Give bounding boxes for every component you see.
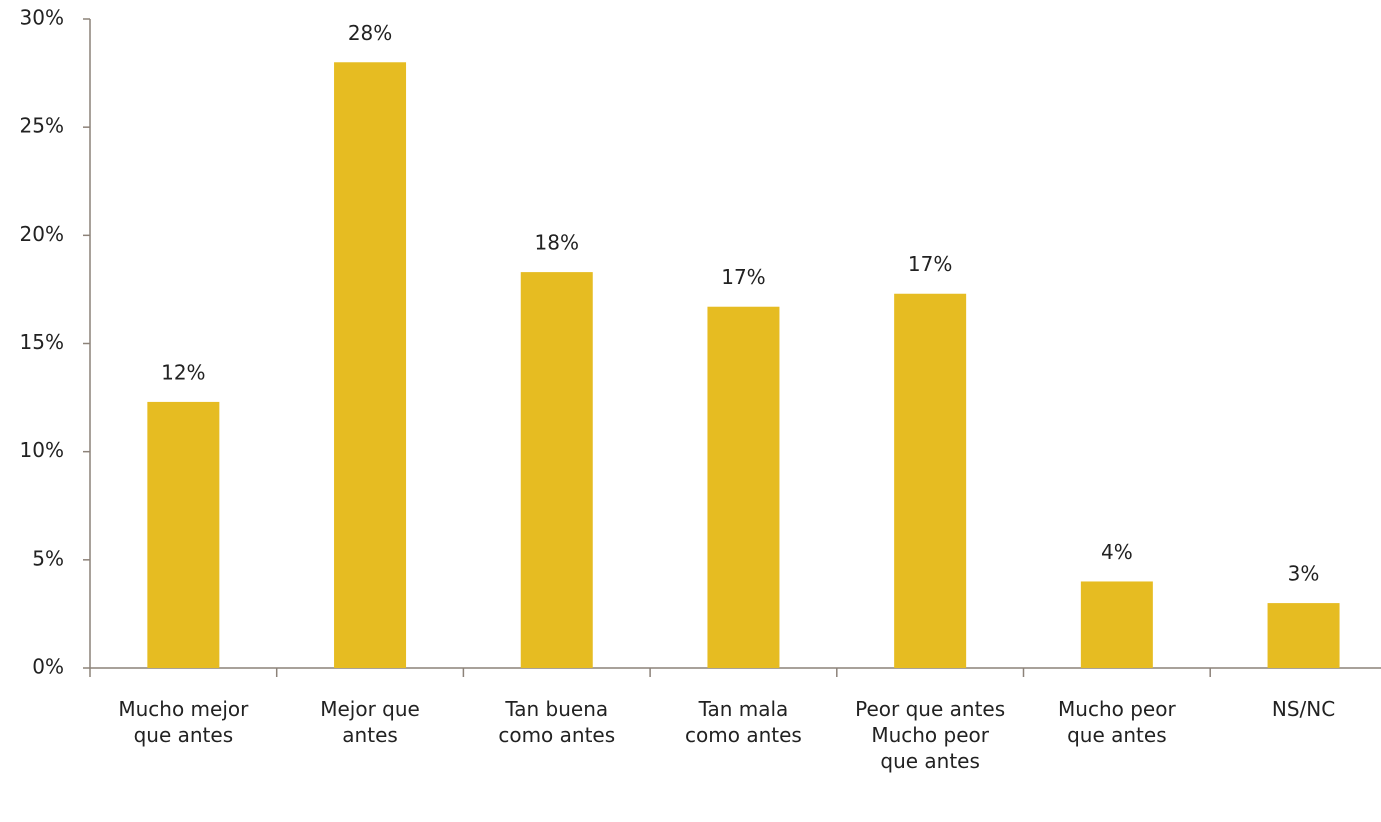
y-tick-label: 30% [20, 6, 64, 30]
x-tick-label: Tan mala como antes [685, 697, 802, 747]
x-tick-label: Tan buena como antes [498, 697, 616, 747]
value-label: 12% [161, 360, 205, 384]
y-tick-label: 5% [32, 546, 64, 570]
value-label: 3% [1288, 562, 1320, 586]
value-label: 4% [1101, 540, 1133, 564]
bar [894, 293, 967, 668]
value-label: 28% [348, 21, 392, 45]
x-tick-label: NS/NC [1271, 697, 1336, 721]
y-tick-label: 15% [20, 330, 64, 354]
y-tick-label: 0% [32, 655, 64, 679]
bar [1080, 581, 1153, 668]
bar [707, 306, 780, 668]
y-tick-label: 25% [20, 114, 64, 138]
y-tick-label: 10% [20, 438, 64, 462]
y-tick-label: 20% [20, 222, 64, 246]
x-tick-label: Mejor que antes [320, 697, 420, 747]
value-label: 18% [535, 231, 579, 255]
bar [147, 401, 220, 668]
x-tick-label: Mucho mejor que antes [118, 697, 249, 747]
value-label: 17% [721, 265, 765, 289]
x-tick-label: Peor que antes Mucho peor que antes [855, 697, 1006, 773]
bar [1267, 603, 1340, 668]
bar [520, 272, 593, 668]
bar [334, 62, 407, 669]
value-label: 17% [908, 252, 952, 276]
x-tick-label: Mucho peor que antes [1058, 697, 1176, 747]
